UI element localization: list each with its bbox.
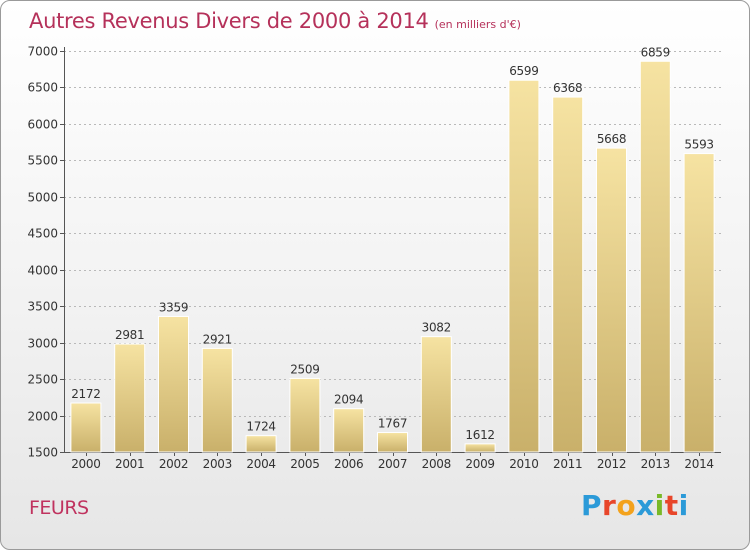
data-label: 2981 [115,328,144,342]
bar [289,377,321,453]
bar [333,408,365,453]
data-label: 6368 [553,81,582,95]
bar [245,435,277,453]
data-label: 2172 [71,387,100,401]
x-tick-label: 2010 [509,457,538,471]
data-label: 5668 [597,132,626,146]
x-tick-labels: 2000 2001 2002 2003 2004 2005 2006 2007 2008 2009… [71,457,714,471]
data-labels: 2172 2981 3359 2921 1724 2509 2094 1767 3082 1612… [71,45,714,442]
y-tick-label: 2000 [27,410,58,424]
bar [639,60,671,453]
y-tick-label: 6500 [27,81,58,95]
x-tick-label: 2003 [203,457,232,471]
y-tick-label: 4000 [27,264,58,278]
x-tick-label: 2005 [290,457,319,471]
data-label: 1612 [465,428,494,442]
bar [508,79,540,453]
bar [201,347,233,453]
bar [114,343,146,453]
chart-title-text: Autres Revenus Divers de 2000 à 2014 [29,9,429,33]
logo-letter: r [602,489,617,522]
chart-title: Autres Revenus Divers de 2000 à 2014 (en … [29,9,521,33]
y-tick-labels: 1500 2000 2500 3000 3500 4000 4500 5000 5500 6000… [27,45,58,460]
data-label: 2509 [290,362,319,376]
bar [596,147,627,453]
data-label: 1767 [378,417,407,431]
logo-letter: x [636,489,655,522]
bar [464,443,496,453]
data-label: 2094 [334,393,363,407]
x-tick-label: 2002 [159,457,188,471]
data-label: 6599 [509,64,538,78]
x-tick-label: 2007 [378,457,407,471]
x-tick-label: 2001 [115,457,144,471]
x-tick-label: 2012 [597,457,626,471]
data-label: 6859 [641,45,670,59]
chart-subtitle: (en milliers d'€) [434,18,521,31]
bar [552,96,584,453]
x-tick-label: 2009 [465,457,494,471]
logo-letter: t [664,489,679,522]
data-label: 2921 [203,332,232,346]
bar [70,402,102,453]
y-tick-label: 6000 [27,118,58,132]
data-label: 3082 [422,321,451,335]
y-tick-label: 3500 [27,300,58,314]
y-tick-label: 1500 [27,446,58,460]
bar [158,315,189,453]
bar [420,336,452,453]
bar [683,153,715,453]
data-label: 1724 [246,420,275,434]
y-tick-label: 4500 [27,227,58,241]
data-label: 3359 [159,300,188,314]
bar [377,432,408,453]
y-tick-label: 2500 [27,373,58,387]
logo-letter: P [581,489,603,522]
y-tick-label: 7000 [27,45,58,59]
x-tick-label: 2006 [334,457,363,471]
y-tick-label: 5500 [27,154,58,168]
bars [70,60,715,453]
x-tick-label: 2011 [553,457,582,471]
location-label: FEURS [29,497,89,519]
proxiti-logo: Proxiti [581,489,689,522]
logo-letter: o [616,489,637,522]
x-tick-label: 2013 [641,457,670,471]
data-label: 5593 [684,138,713,152]
x-tick-label: 2000 [71,457,100,471]
x-tick-label: 2014 [684,457,713,471]
y-tick-label: 3000 [27,337,58,351]
logo-letter: i [654,489,665,522]
y-tick-label: 5000 [27,191,58,205]
logo-letter: i [678,489,689,522]
x-tick-label: 2004 [246,457,275,471]
x-tick-label: 2008 [422,457,451,471]
